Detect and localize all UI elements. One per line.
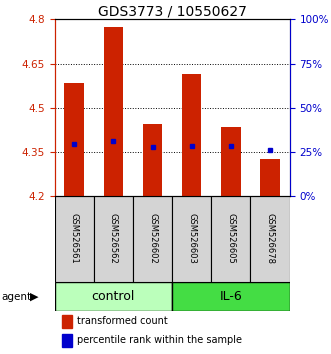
Bar <box>133 196 172 282</box>
Bar <box>55 282 172 311</box>
Bar <box>260 159 280 196</box>
Text: GSM526678: GSM526678 <box>265 213 274 264</box>
Text: GSM526603: GSM526603 <box>187 213 196 264</box>
Bar <box>182 74 202 196</box>
Text: GSM526605: GSM526605 <box>226 213 235 264</box>
Bar <box>104 27 123 196</box>
Bar <box>65 82 84 196</box>
Text: transformed count: transformed count <box>77 316 168 326</box>
Bar <box>55 196 94 282</box>
Bar <box>62 315 72 328</box>
Text: IL-6: IL-6 <box>219 290 242 303</box>
Bar <box>211 196 251 282</box>
Title: GDS3773 / 10550627: GDS3773 / 10550627 <box>98 4 247 18</box>
Bar <box>221 127 241 196</box>
Text: ▶: ▶ <box>30 292 38 302</box>
Text: GSM526602: GSM526602 <box>148 213 157 264</box>
Bar <box>94 196 133 282</box>
Text: agent: agent <box>2 292 32 302</box>
Bar <box>143 124 162 196</box>
Bar <box>251 196 290 282</box>
Text: GSM526561: GSM526561 <box>70 213 79 264</box>
Bar <box>172 196 211 282</box>
Bar <box>172 282 290 311</box>
Bar <box>62 334 72 347</box>
Text: percentile rank within the sample: percentile rank within the sample <box>77 335 242 345</box>
Text: control: control <box>92 290 135 303</box>
Text: GSM526562: GSM526562 <box>109 213 118 264</box>
